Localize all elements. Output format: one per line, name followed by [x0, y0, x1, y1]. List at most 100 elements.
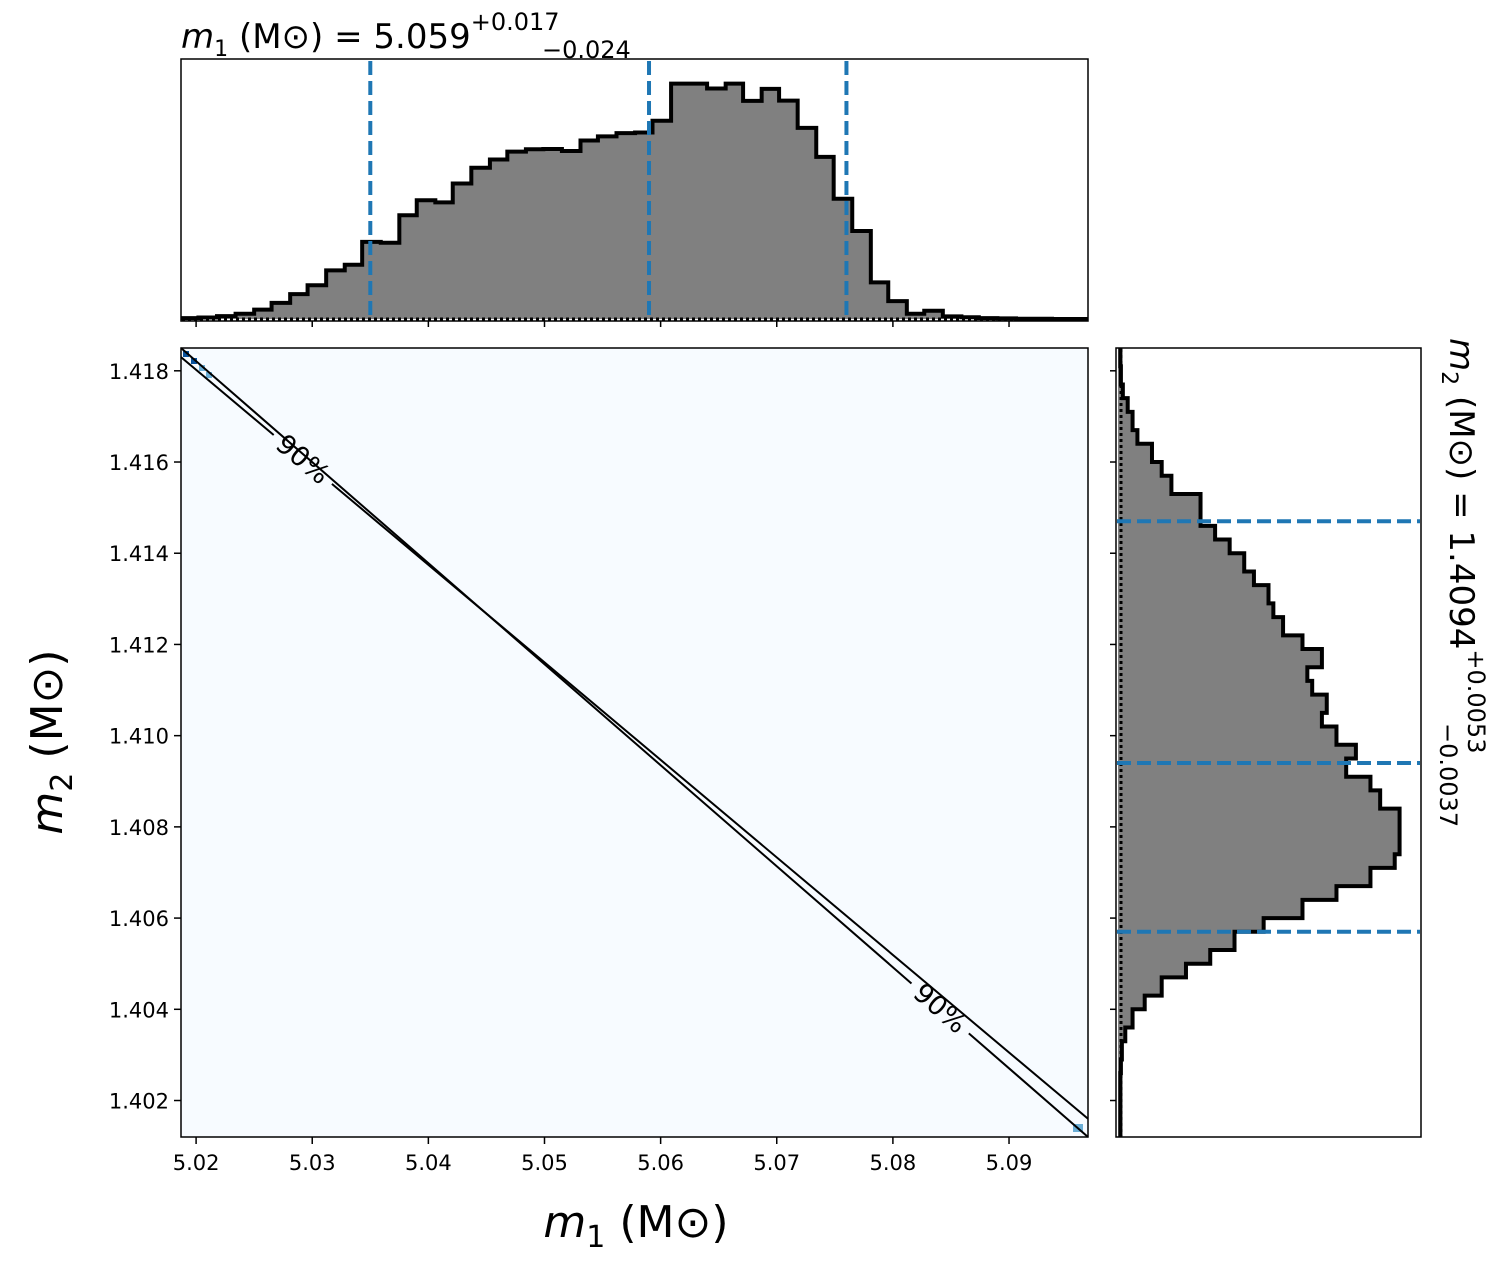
m2-bar [1118, 790, 1381, 810]
m1-bar [924, 310, 944, 319]
y-tick-label: 1.418 [109, 360, 169, 384]
joint-x-label: m1 (M⊙) [543, 1197, 728, 1255]
m2-bar [1118, 1009, 1133, 1029]
y-tick-label: 1.410 [109, 725, 169, 749]
m2-bar [1118, 758, 1347, 778]
m2-title: m2 (M⊙) = 1.4094+0.0053 [1436, 338, 1490, 753]
m2-bar [1118, 398, 1128, 413]
m2-bar [1118, 539, 1230, 554]
joint-cell [199, 365, 205, 371]
y-tick-label: 1.404 [109, 998, 169, 1022]
m1-bar [235, 313, 255, 319]
contour-line [180, 356, 275, 436]
m1-title: m1 (M⊙) = 5.059+0.017 [181, 8, 560, 62]
y-tick-label: 1.408 [109, 816, 169, 840]
m1-bar [779, 100, 799, 319]
m1-bar [852, 231, 872, 319]
m1-bar [344, 264, 363, 319]
m2-bar [1118, 493, 1201, 509]
m1-title-lower: −0.024 [542, 36, 631, 64]
m2-bar [1118, 571, 1254, 586]
m2-axes-frame [1115, 347, 1422, 1138]
m1-step-outline [181, 81, 1088, 321]
m1-bar [416, 200, 436, 319]
m1-bar [833, 198, 853, 319]
m2-marginal-panel: m2 (M⊙) = 1.4094+0.0053 −0.0037 [1110, 338, 1490, 1138]
m2-bar [1118, 712, 1322, 728]
m1-bar [652, 120, 672, 320]
y-tick-label: 1.412 [109, 633, 169, 657]
joint-y-ticks: 1.402 1.404 1.406 1.408 1.410 1.412 1.414 1.416… [109, 360, 181, 1114]
joint-axes-frame [180, 347, 1089, 1138]
m2-bar [1118, 635, 1303, 650]
m1-bar [671, 83, 690, 319]
m1-bar [616, 133, 636, 319]
m1-bar [380, 242, 400, 319]
m1-x-ticks [195, 321, 1010, 327]
m2-bar [1118, 835, 1400, 855]
y-tick-label: 1.414 [109, 542, 169, 566]
m1-bar [561, 151, 581, 319]
m1-bar [906, 313, 925, 319]
m2-bar [1118, 667, 1308, 682]
m1-bar [870, 282, 889, 319]
m1-bar [326, 270, 346, 319]
m1-bar [725, 83, 744, 319]
m2-bar [1118, 776, 1371, 791]
m1-bar [290, 294, 309, 319]
m2-quantile-lines [1117, 519, 1420, 934]
x-tick-label: 5.08 [870, 1151, 917, 1175]
joint-cell [191, 358, 197, 364]
m2-bar [1118, 649, 1322, 668]
y-tick-label: 1.416 [109, 451, 169, 475]
m1-quantile-lines [368, 61, 849, 320]
m2-bar [1118, 553, 1245, 572]
x-tick-label: 5.09 [986, 1151, 1033, 1175]
m1-bar [254, 309, 273, 319]
x-tick-label: 5.05 [521, 1151, 568, 1175]
m2-histogram [1118, 348, 1402, 1138]
m2-bar [1118, 899, 1303, 919]
joint-x-ticks: 5.02 5.03 5.04 5.05 5.06 5.07 5.08 5.09 [173, 1137, 1033, 1175]
joint-panel: 90%90% 5.02 5.03 5.04 5.05 5.06 5.07 5.08 5.09 … [22, 347, 1089, 1255]
m2-bar [1118, 726, 1337, 746]
m1-bar [525, 149, 544, 319]
m1-bar [543, 148, 563, 319]
m2-bar [1118, 995, 1145, 1010]
m1-bar [489, 159, 508, 319]
m1-bar [271, 302, 291, 319]
m2-bar [1118, 475, 1172, 495]
x-tick-label: 5.07 [753, 1151, 800, 1175]
contour-line [180, 347, 913, 985]
m2-bar [1118, 603, 1274, 618]
m1-axes-frame [180, 58, 1089, 322]
joint-cell [183, 351, 189, 357]
m1-bar [797, 127, 817, 319]
m1-bar [580, 140, 599, 319]
m1-bar [435, 202, 454, 319]
m1-marginal-panel: m1 (M⊙) = 5.059+0.017 −0.024 [180, 8, 1089, 327]
m2-bar [1118, 931, 1235, 951]
m2-bar [1118, 822, 1400, 837]
contour-line [968, 1032, 1089, 1138]
m1-bar [507, 151, 527, 319]
m1-bar [888, 301, 908, 319]
m1-bar [688, 83, 708, 319]
m1-bar [707, 88, 727, 320]
m1-bar [452, 183, 472, 319]
m2-title-lower: −0.0037 [1434, 723, 1462, 827]
m1-bar [761, 88, 780, 320]
m1-bar [816, 156, 835, 319]
m2-bar [1118, 430, 1138, 445]
y-tick-label: 1.402 [109, 1090, 169, 1114]
m2-bar [1118, 950, 1211, 965]
m2-bar [1118, 886, 1337, 901]
m2-step-outline [1118, 348, 1402, 1137]
m2-bar [1118, 617, 1284, 636]
x-tick-label: 5.06 [637, 1151, 684, 1175]
m2-bar [1118, 507, 1201, 527]
m2-bar [1118, 585, 1269, 604]
m1-bar [307, 285, 327, 319]
m1-bar [597, 136, 617, 319]
